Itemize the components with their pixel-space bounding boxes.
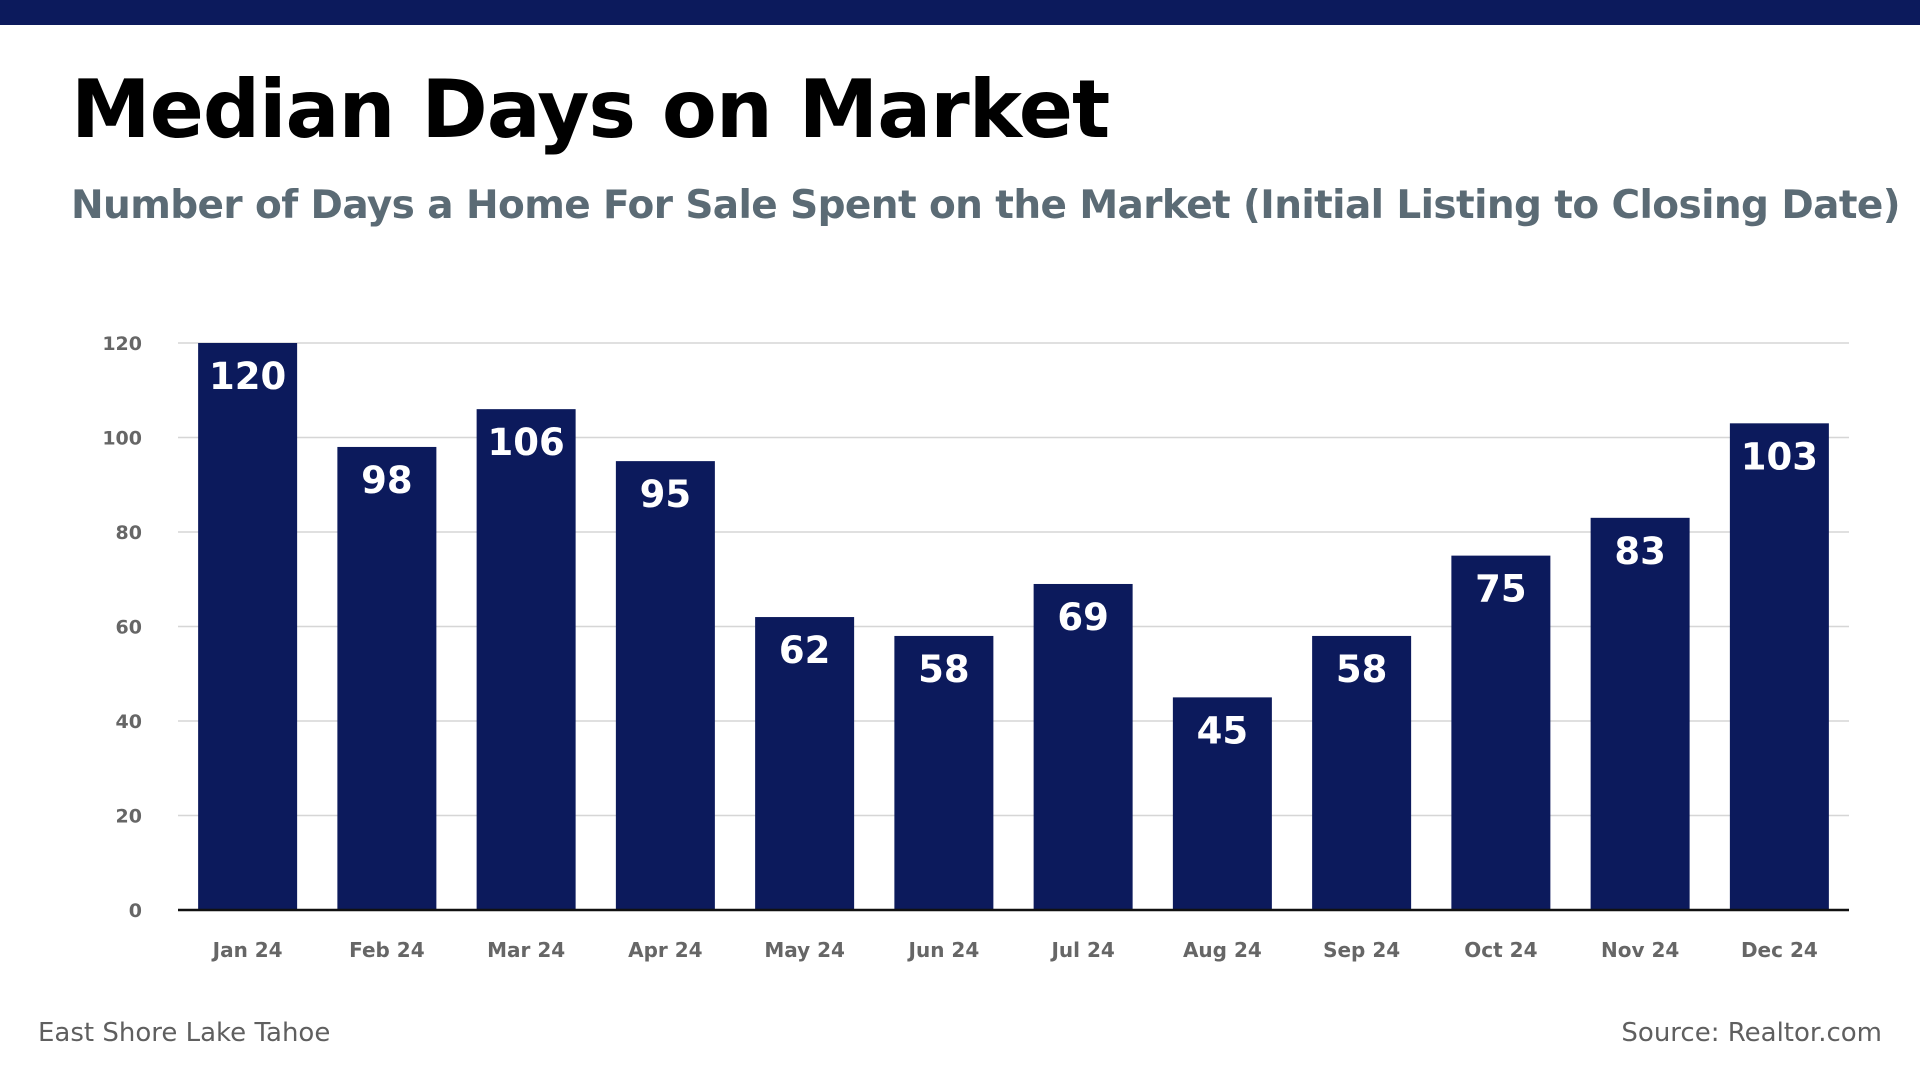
x-tick-label: Nov 24	[1601, 938, 1679, 962]
x-tick-label: Sep 24	[1323, 938, 1400, 962]
x-tick-label: Apr 24	[628, 938, 702, 962]
x-tick-label: Jan 24	[211, 938, 283, 962]
x-tick-label: Jul 24	[1049, 938, 1114, 962]
y-tick-label: 40	[116, 711, 142, 733]
bar	[1033, 583, 1133, 910]
y-tick-label: 80	[116, 522, 142, 544]
data-label: 45	[1197, 709, 1249, 752]
bar	[894, 635, 994, 910]
x-tick-label: May 24	[764, 938, 845, 962]
bar	[1451, 555, 1551, 910]
data-label: 106	[488, 421, 565, 464]
data-label: 75	[1475, 568, 1527, 611]
data-label: 69	[1057, 596, 1109, 639]
bar	[1312, 635, 1412, 910]
top-accent-bar	[0, 0, 1920, 25]
bar	[1172, 697, 1272, 910]
y-tick-label: 0	[129, 900, 142, 922]
data-label: 58	[1336, 648, 1388, 691]
x-tick-label: Dec 24	[1741, 938, 1818, 962]
data-label: 103	[1741, 435, 1818, 478]
x-tick-label: Feb 24	[349, 938, 425, 962]
y-tick-label: 20	[116, 806, 142, 828]
bars	[198, 343, 1829, 910]
bar	[198, 343, 298, 910]
y-tick-label: 60	[116, 617, 142, 639]
data-label: 98	[361, 459, 413, 502]
x-axis-ticks: Jan 24 Feb 24 Mar 24 Apr 24 May 24 Jun 24 Jul …	[211, 938, 1818, 962]
page-title: Median Days on Market	[71, 63, 1110, 156]
x-tick-label: Oct 24	[1464, 938, 1537, 962]
page-subtitle: Number of Days a Home For Sale Spent on …	[71, 183, 1901, 228]
bar-chart: 0 20 40 60 80 100 120 120 98 106 95 62 58 69 45 58 75 83…	[102, 333, 1849, 962]
bar	[476, 409, 576, 910]
footer-source: Source: Realtor.com	[1621, 1018, 1882, 1048]
y-tick-label: 100	[102, 428, 142, 450]
gridlines	[178, 342, 1849, 817]
data-label: 95	[640, 473, 692, 516]
data-label: 83	[1614, 530, 1666, 573]
bar	[337, 446, 437, 910]
data-labels: 120 98 106 95 62 58 69 45 58 75 83 103	[209, 355, 1818, 752]
footer-location: East Shore Lake Tahoe	[38, 1018, 331, 1048]
y-axis-ticks: 0 20 40 60 80 100 120	[102, 333, 142, 922]
bar	[1590, 517, 1690, 910]
x-tick-label: Jun 24	[907, 938, 980, 962]
data-label: 120	[209, 355, 286, 398]
bar	[755, 617, 855, 910]
x-tick-label: Aug 24	[1183, 938, 1262, 962]
data-label: 58	[918, 648, 970, 691]
bar	[615, 461, 715, 910]
bar	[1729, 423, 1829, 910]
y-tick-label: 120	[102, 333, 142, 355]
x-tick-label: Mar 24	[487, 938, 565, 962]
data-label: 62	[779, 629, 831, 672]
